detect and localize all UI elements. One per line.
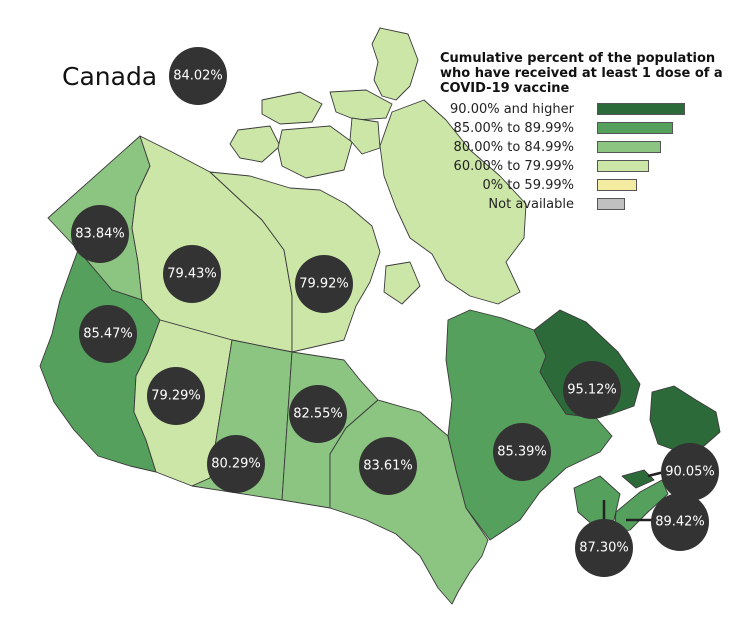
value-saskatchewan: 80.29%: [211, 457, 261, 472]
value-canada: 84.02%: [173, 69, 223, 84]
region-nunavut-island-ellesmere: [371, 27, 419, 101]
region-new-brunswick: [573, 475, 621, 527]
region-prince-edward-island: [621, 469, 655, 489]
value-nunavut: 79.92%: [299, 277, 349, 292]
bubble-ontario: 83.61%: [359, 437, 417, 495]
bubble-circle-newfoundland-and-labrador: [563, 361, 621, 419]
legend-swatch: [597, 198, 625, 210]
region-nunavut-island-somerset: [349, 117, 381, 155]
bubble-circle-saskatchewan: [207, 435, 265, 493]
legend-swatch: [597, 141, 661, 153]
legend-swatch: [597, 103, 685, 115]
region-nunavut-island-banks: [229, 125, 281, 163]
nunavut-islands: [229, 27, 527, 305]
bubble-alberta: 79.29%: [147, 367, 205, 425]
value-british-columbia: 85.47%: [83, 327, 133, 342]
bubble-circle-british-columbia: [79, 305, 137, 363]
bubble-circle-northwest-territories: [163, 245, 221, 303]
bubble-circle-nova-scotia: [651, 493, 709, 551]
value-manitoba: 82.55%: [293, 407, 343, 422]
bubble-prince-edward-island: 90.05%: [661, 443, 719, 501]
value-bubbles: 84.02% 83.84% 79.43% 79.92% 85.47% 79.29…: [71, 47, 719, 577]
bubble-nova-scotia: 89.42%: [651, 493, 709, 551]
value-quebec: 85.39%: [497, 445, 547, 460]
legend-item: 60.00% to 79.99%: [440, 158, 740, 175]
value-northwest-territories: 79.43%: [167, 267, 217, 282]
region-nunavut-island-devon: [329, 89, 393, 121]
value-prince-edward-island: 90.05%: [665, 465, 715, 480]
value-nova-scotia: 89.42%: [655, 515, 705, 530]
bubble-circle-prince-edward-island: [661, 443, 719, 501]
legend-item: 85.00% to 89.99%: [440, 120, 740, 137]
region-newfoundland: [649, 385, 721, 453]
legend-label: Not available: [488, 197, 574, 212]
legend-swatch: [597, 160, 649, 172]
legend-label: 60.00% to 79.99%: [453, 159, 574, 174]
legend-item: 90.00% and higher: [440, 101, 740, 118]
legend-swatch: [597, 122, 673, 134]
legend-item: 0% to 59.99%: [440, 177, 740, 194]
value-alberta: 79.29%: [151, 389, 201, 404]
bubble-newfoundland-and-labrador: 95.12%: [563, 361, 621, 419]
bubble-circle-new-brunswick: [575, 519, 633, 577]
legend-label: 0% to 59.99%: [482, 178, 574, 193]
bubble-canada: 84.02%: [169, 47, 227, 105]
legend-title: Cumulative percent of the population who…: [440, 51, 723, 96]
value-newfoundland-and-labrador: 95.12%: [567, 383, 617, 398]
bubble-northwest-territories: 79.43%: [163, 245, 221, 303]
bubble-circle-canada: [169, 47, 227, 105]
region-nunavut-island-victoria: [277, 125, 353, 179]
bubble-circle-nunavut: [295, 255, 353, 313]
bubble-circle-alberta: [147, 367, 205, 425]
bubble-circle-quebec: [493, 423, 551, 481]
value-ontario: 83.61%: [363, 459, 413, 474]
bubble-new-brunswick: 87.30%: [575, 519, 633, 577]
bubble-circle-yukon: [71, 205, 129, 263]
legend-label: 80.00% to 84.99%: [453, 140, 574, 155]
legend-item: 80.00% to 84.99%: [440, 139, 740, 156]
bubble-british-columbia: 85.47%: [79, 305, 137, 363]
bubble-saskatchewan: 80.29%: [207, 435, 265, 493]
legend-item: Not available: [440, 196, 740, 213]
bubble-circle-ontario: [359, 437, 417, 495]
legend: Cumulative percent of the population who…: [440, 51, 740, 212]
region-nunavut-island-baffin: [379, 99, 527, 305]
bubble-circle-manitoba: [289, 385, 347, 443]
region-nunavut-island-southampton: [383, 261, 421, 305]
legend-swatch: [597, 179, 637, 191]
bubble-manitoba: 82.55%: [289, 385, 347, 443]
region-nunavut-island-queen-elizabeth: [261, 91, 323, 125]
map-title: Canada: [62, 62, 158, 91]
legend-label: 90.00% and higher: [450, 102, 574, 117]
bubble-yukon: 83.84%: [71, 205, 129, 263]
legend-label: 85.00% to 89.99%: [453, 121, 574, 136]
bubble-quebec: 85.39%: [493, 423, 551, 481]
value-new-brunswick: 87.30%: [579, 541, 629, 556]
value-yukon: 83.84%: [75, 227, 125, 242]
bubble-nunavut: 79.92%: [295, 255, 353, 313]
